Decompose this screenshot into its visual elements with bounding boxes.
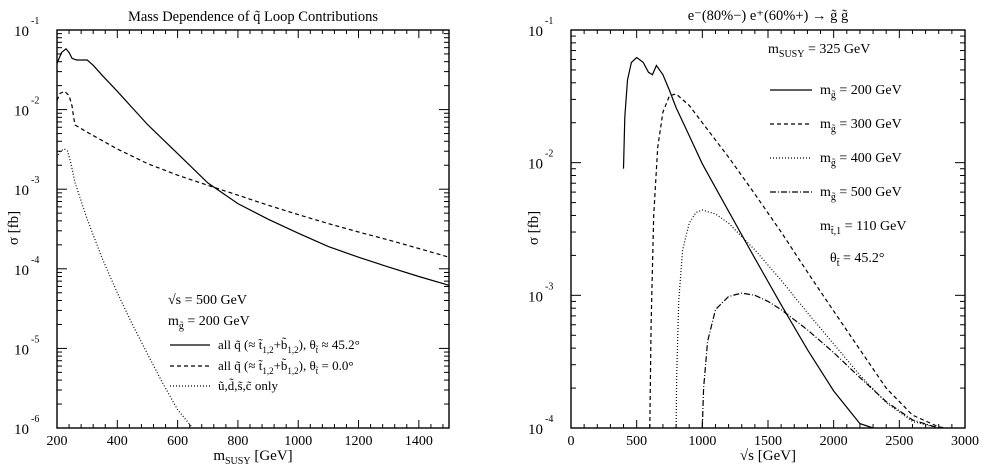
x-tick-label: 400 xyxy=(107,434,128,449)
y-tick-exponent: -3 xyxy=(31,175,39,186)
y-tick-label: 10 xyxy=(528,24,543,40)
y-tick-label: 10 xyxy=(14,263,29,279)
y-tick-exponent: -5 xyxy=(31,334,39,345)
legend-sqrt-s: √s = 500 GeV xyxy=(168,293,247,308)
legend-label-200: mg̃ = 200 GeV xyxy=(820,83,902,101)
y-tick-exponent: -1 xyxy=(545,16,553,27)
right-y-axis-label: σ [fb] xyxy=(526,211,542,245)
series-line-dotted xyxy=(56,148,194,429)
legend-label-theta-0: all q̃ (≈ t̃1,2+b̃1,2), θt̃ = 0.0° xyxy=(218,358,354,376)
x-tick-label: 1400 xyxy=(405,434,433,449)
x-tick-label: 600 xyxy=(167,434,188,449)
series-line-dotted xyxy=(675,209,939,429)
x-tick-label: 2500 xyxy=(885,434,913,449)
y-tick-exponent: -1 xyxy=(31,16,39,27)
x-tick-label: 800 xyxy=(227,434,248,449)
y-tick-exponent: -3 xyxy=(545,281,553,292)
series-line-dashdot xyxy=(701,292,939,429)
y-tick-exponent: -4 xyxy=(545,414,553,425)
left-series-group xyxy=(56,47,450,429)
left-x-axis-label: mSUSY [GeV] xyxy=(213,448,292,465)
right-legend: mSUSY = 325 GeV mg̃ = 200 GeV mg̃ = 300 … xyxy=(768,42,906,269)
x-tick-label: 1000 xyxy=(284,434,312,449)
y-tick-label: 10 xyxy=(14,422,29,438)
right-series-group xyxy=(622,56,946,429)
left-axis-ticks: 200 400 600 800 1000 1200 140010-610-510-410-3… xyxy=(14,16,449,449)
series-line-dashed xyxy=(56,90,450,258)
y-tick-exponent: -4 xyxy=(31,255,39,266)
y-tick-label: 10 xyxy=(14,183,29,199)
legend-msusy: mSUSY = 325 GeV xyxy=(768,42,870,60)
right-chart-title: e⁻(80%−) e⁺(60%+) → g̃ g̃ xyxy=(688,8,849,24)
x-tick-label: 3000 xyxy=(951,434,979,449)
left-legend: √s = 500 GeV mg̃ = 200 GeV all q̃ (≈ t̃1… xyxy=(168,293,360,393)
x-tick-label: 500 xyxy=(626,434,647,449)
right-x-axis-label: √s [GeV] xyxy=(740,448,796,464)
x-tick-label: 2000 xyxy=(820,434,848,449)
legend-label-theta-45: all q̃ (≈ t̃1,2+b̃1,2), θt̃ ≈ 45.2° xyxy=(218,337,360,355)
x-tick-label: 1200 xyxy=(345,434,373,449)
y-tick-label: 10 xyxy=(14,24,29,40)
left-plot-frame xyxy=(56,29,450,429)
series-line-solid xyxy=(56,47,450,286)
legend-label-400: mg̃ = 400 GeV xyxy=(820,151,902,169)
y-tick-label: 10 xyxy=(528,422,543,438)
right-chart: e⁻(80%−) e⁺(60%+) → g̃ g̃ √s [GeV] σ [fb… xyxy=(526,8,979,464)
x-tick-label: 200 xyxy=(47,434,68,449)
series-line-solid xyxy=(622,56,874,429)
x-tick-label: 0 xyxy=(568,434,575,449)
x-tick-label: 1500 xyxy=(754,434,782,449)
y-tick-exponent: -2 xyxy=(31,96,39,107)
legend-theta: θt̃ = 45.2° xyxy=(830,251,885,269)
legend-label-500: mg̃ = 500 GeV xyxy=(820,185,902,203)
series-line-dashed xyxy=(649,93,946,429)
x-tick-label: 1000 xyxy=(688,434,716,449)
legend-stop-mass: mt̃,1 = 110 GeV xyxy=(820,219,906,237)
legend-label-light-squarks: ũ,d̃,s̃,c̃ only xyxy=(218,378,278,393)
legend-label-300: mg̃ = 300 GeV xyxy=(820,117,902,135)
y-tick-label: 10 xyxy=(528,157,543,173)
left-chart: Mass Dependence of q̃ Loop Contributions… xyxy=(6,9,450,465)
left-y-axis-label: σ [fb] xyxy=(6,211,22,245)
y-tick-exponent: -6 xyxy=(31,414,39,425)
left-chart-title: Mass Dependence of q̃ Loop Contributions xyxy=(128,9,378,25)
y-tick-label: 10 xyxy=(14,104,29,120)
y-tick-label: 10 xyxy=(528,289,543,305)
legend-gluino-mass: mg̃ = 200 GeV xyxy=(168,314,250,332)
y-tick-label: 10 xyxy=(14,342,29,358)
y-tick-exponent: -2 xyxy=(545,149,553,160)
